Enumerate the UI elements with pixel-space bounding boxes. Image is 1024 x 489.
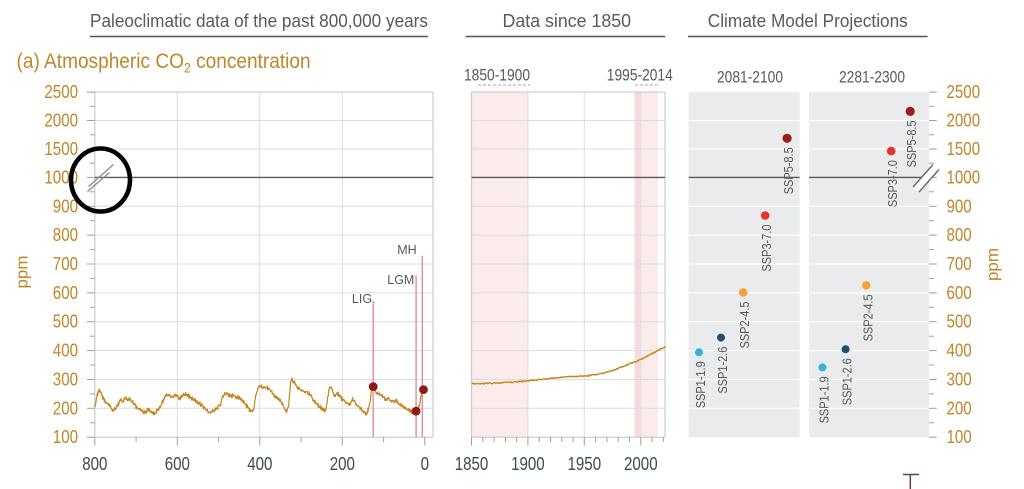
svg-text:2500: 2500 xyxy=(947,82,981,102)
svg-text:1900: 1900 xyxy=(511,454,545,474)
svg-text:1500: 1500 xyxy=(947,139,981,159)
svg-text:300: 300 xyxy=(947,370,972,390)
svg-text:SSP3-7.0: SSP3-7.0 xyxy=(760,224,774,271)
svg-text:1000: 1000 xyxy=(947,167,981,187)
svg-text:800: 800 xyxy=(82,454,107,474)
svg-text:1500: 1500 xyxy=(44,139,78,159)
svg-text:Data since 1850: Data since 1850 xyxy=(503,10,632,31)
svg-text:SSP1-2.6: SSP1-2.6 xyxy=(841,358,855,405)
svg-text:400: 400 xyxy=(53,341,78,361)
svg-text:800: 800 xyxy=(947,225,972,245)
svg-text:SSP3-7.0: SSP3-7.0 xyxy=(886,160,900,207)
svg-text:LIG: LIG xyxy=(352,292,372,306)
svg-text:600: 600 xyxy=(53,283,78,303)
svg-text:400: 400 xyxy=(247,454,272,474)
svg-text:SSP5-8.5: SSP5-8.5 xyxy=(905,120,919,167)
svg-text:LGM: LGM xyxy=(387,273,414,287)
svg-text:1850-1900: 1850-1900 xyxy=(464,67,530,85)
svg-text:2000: 2000 xyxy=(44,111,78,131)
svg-text:2500: 2500 xyxy=(44,82,78,102)
svg-text:2000: 2000 xyxy=(624,454,658,474)
svg-text:500: 500 xyxy=(53,312,78,332)
svg-text:ppm: ppm xyxy=(13,255,32,288)
svg-text:(a) Atmospheric CO2 concentrat: (a) Atmospheric CO2 concentration xyxy=(17,50,311,75)
svg-text:500: 500 xyxy=(947,312,972,332)
svg-text:SSP2-4.5: SSP2-4.5 xyxy=(861,294,875,341)
svg-text:200: 200 xyxy=(53,398,78,418)
svg-text:0: 0 xyxy=(421,454,429,474)
svg-text:700: 700 xyxy=(947,254,972,274)
svg-text:SSP2-4.5: SSP2-4.5 xyxy=(738,301,752,348)
svg-text:2081-2100: 2081-2100 xyxy=(717,69,783,87)
svg-text:800: 800 xyxy=(53,225,78,245)
svg-text:600: 600 xyxy=(947,283,972,303)
svg-text:SSP5-8.5: SSP5-8.5 xyxy=(782,147,796,194)
svg-text:2000: 2000 xyxy=(947,111,981,131)
svg-text:SSP1-2.6: SSP1-2.6 xyxy=(716,347,730,394)
svg-text:SSP1-1.9: SSP1-1.9 xyxy=(817,376,831,423)
svg-text:ppm: ppm xyxy=(983,248,1002,281)
svg-text:1995-2014: 1995-2014 xyxy=(607,67,673,85)
svg-text:200: 200 xyxy=(330,454,355,474)
svg-text:SSP1-1.9: SSP1-1.9 xyxy=(694,361,708,408)
svg-text:MH: MH xyxy=(397,243,416,257)
svg-text:Paleoclimatic data of the past: Paleoclimatic data of the past 800,000 y… xyxy=(90,10,428,31)
svg-text:100: 100 xyxy=(947,427,972,447)
svg-text:1950: 1950 xyxy=(568,454,602,474)
svg-text:2281-2300: 2281-2300 xyxy=(839,69,905,87)
svg-text:700: 700 xyxy=(53,254,78,274)
svg-text:200: 200 xyxy=(947,398,972,418)
svg-text:400: 400 xyxy=(947,341,972,361)
svg-text:100: 100 xyxy=(53,427,78,447)
svg-text:900: 900 xyxy=(53,196,78,216)
svg-text:900: 900 xyxy=(947,196,972,216)
svg-text:1850: 1850 xyxy=(455,454,489,474)
svg-text:Climate Model Projections: Climate Model Projections xyxy=(708,10,908,31)
svg-text:300: 300 xyxy=(53,370,78,390)
svg-text:600: 600 xyxy=(165,454,190,474)
